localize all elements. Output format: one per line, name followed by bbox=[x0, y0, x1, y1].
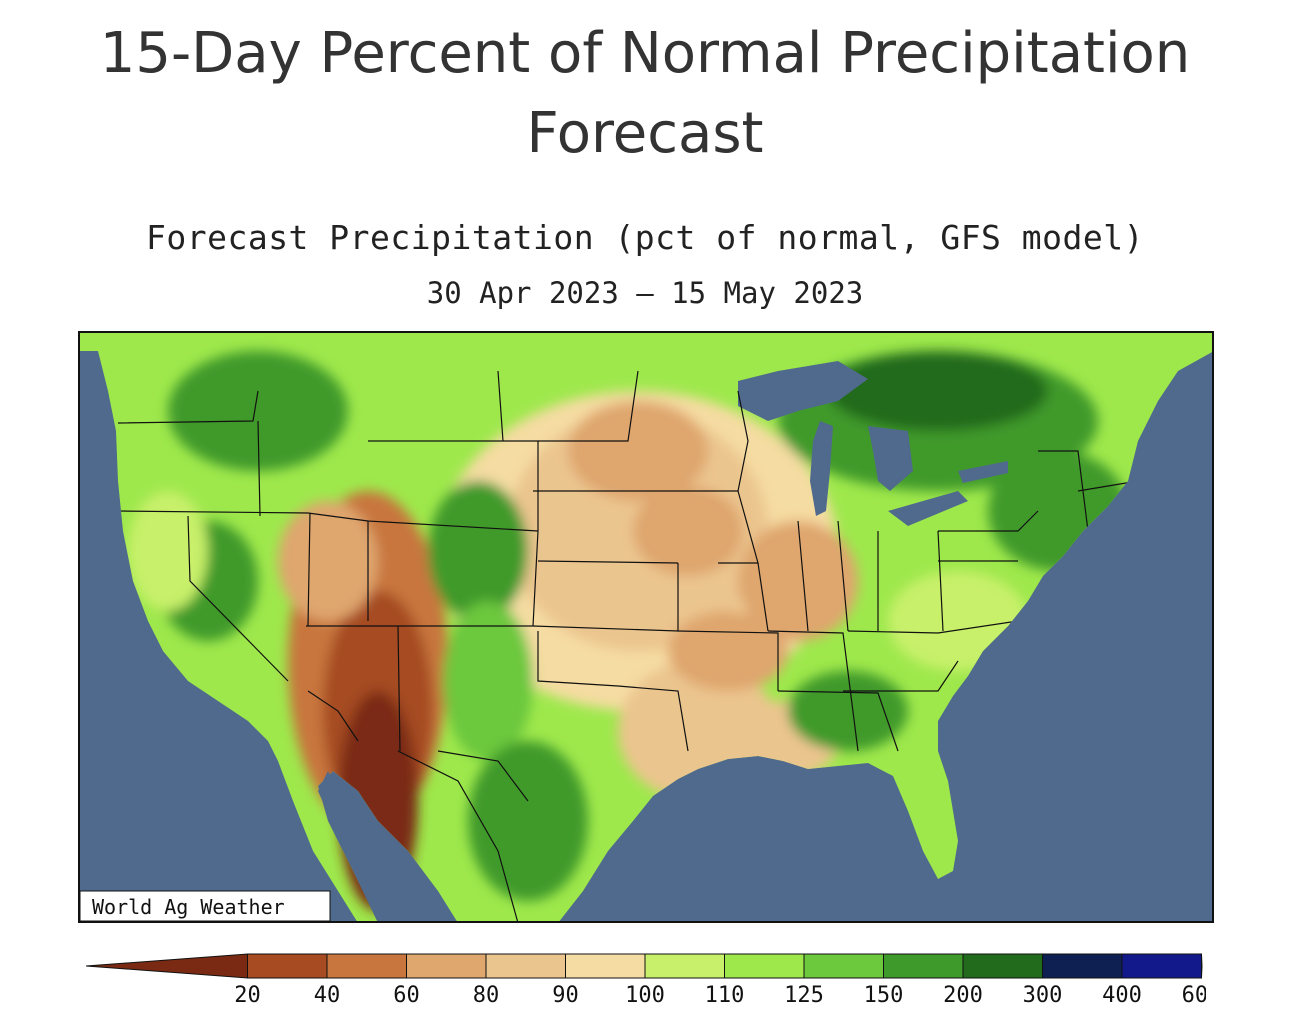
legend-swatch bbox=[724, 953, 805, 979]
legend-tick-label: 100 bbox=[625, 983, 665, 1008]
map-frame bbox=[78, 331, 1214, 923]
map-subtitle: Forecast Precipitation (pct of normal, G… bbox=[145, 218, 1145, 257]
map-date-range: 30 Apr 2023 – 15 May 2023 bbox=[426, 276, 864, 310]
dakotas-dry-core bbox=[568, 401, 708, 501]
legend-tick-label: 600 bbox=[1182, 983, 1206, 1008]
legend-tick-label: 20 bbox=[234, 983, 261, 1008]
legend-swatch bbox=[962, 953, 1043, 979]
legend-swatch bbox=[1121, 953, 1202, 979]
legend-swatch bbox=[644, 953, 725, 979]
new-mexico-wet bbox=[443, 601, 533, 761]
legend-swatches bbox=[85, 953, 1203, 979]
quebec-wet bbox=[828, 351, 1048, 431]
legend-swatch bbox=[85, 953, 248, 979]
lake-superior bbox=[738, 361, 868, 421]
legend-tick-label: 400 bbox=[1102, 983, 1142, 1008]
legend-tick-label: 80 bbox=[473, 983, 500, 1008]
page-title-line1: 15-Day Percent of Normal Precipitation bbox=[99, 21, 1191, 86]
legend-swatch bbox=[485, 953, 566, 979]
legend-tick-label: 90 bbox=[552, 983, 579, 1008]
legend-tick-label: 200 bbox=[943, 983, 983, 1008]
legend-swatch bbox=[565, 953, 646, 979]
mexico-wet bbox=[468, 741, 588, 901]
legend-tick-label: 150 bbox=[864, 983, 904, 1008]
legend-tick-label: 40 bbox=[314, 983, 341, 1008]
credit-box: World Ag Weather bbox=[79, 890, 331, 922]
legend-swatch bbox=[1201, 953, 1203, 979]
lake-huron bbox=[868, 426, 913, 491]
iowa-dry-core bbox=[633, 486, 743, 576]
northwest-wet bbox=[168, 351, 348, 471]
legend-swatch bbox=[883, 953, 964, 979]
credit-text: World Ag Weather bbox=[92, 895, 285, 919]
legend-swatch bbox=[803, 953, 884, 979]
utah-dry-region bbox=[278, 501, 378, 621]
legend-tick-label: 60 bbox=[393, 983, 420, 1008]
legend-tick-label: 300 bbox=[1023, 983, 1063, 1008]
legend-tick-label: 125 bbox=[784, 983, 824, 1008]
color-legend: 20 40 60 80 90 100 110 125 150 200 300 400 600 bbox=[85, 950, 1221, 1030]
lake-michigan bbox=[810, 421, 833, 516]
legend-swatch bbox=[326, 953, 407, 979]
page-title: 15-Day Percent of Normal Precipitation F… bbox=[0, 14, 1290, 174]
colorado-wet bbox=[428, 481, 528, 621]
lake-ontario bbox=[958, 461, 1008, 483]
legend-ticks: 20 40 60 80 90 100 110 125 150 200 300 400 600 bbox=[234, 983, 1221, 1008]
page-title-line2: Forecast bbox=[526, 101, 764, 166]
illinois-dry-core bbox=[738, 521, 858, 641]
legend-swatch bbox=[247, 953, 328, 979]
legend-tick-label: 110 bbox=[705, 983, 745, 1008]
arkansas-dry-region bbox=[668, 611, 788, 691]
california-light bbox=[128, 491, 208, 611]
lake-erie bbox=[888, 491, 968, 526]
state-borders bbox=[117, 370, 1139, 923]
gulf-of-california bbox=[318, 771, 398, 923]
precipitation-map: World Ag Weather bbox=[78, 331, 1214, 923]
legend-swatch bbox=[1042, 953, 1123, 979]
legend-swatch bbox=[406, 953, 487, 979]
southeast-wet bbox=[788, 671, 908, 751]
